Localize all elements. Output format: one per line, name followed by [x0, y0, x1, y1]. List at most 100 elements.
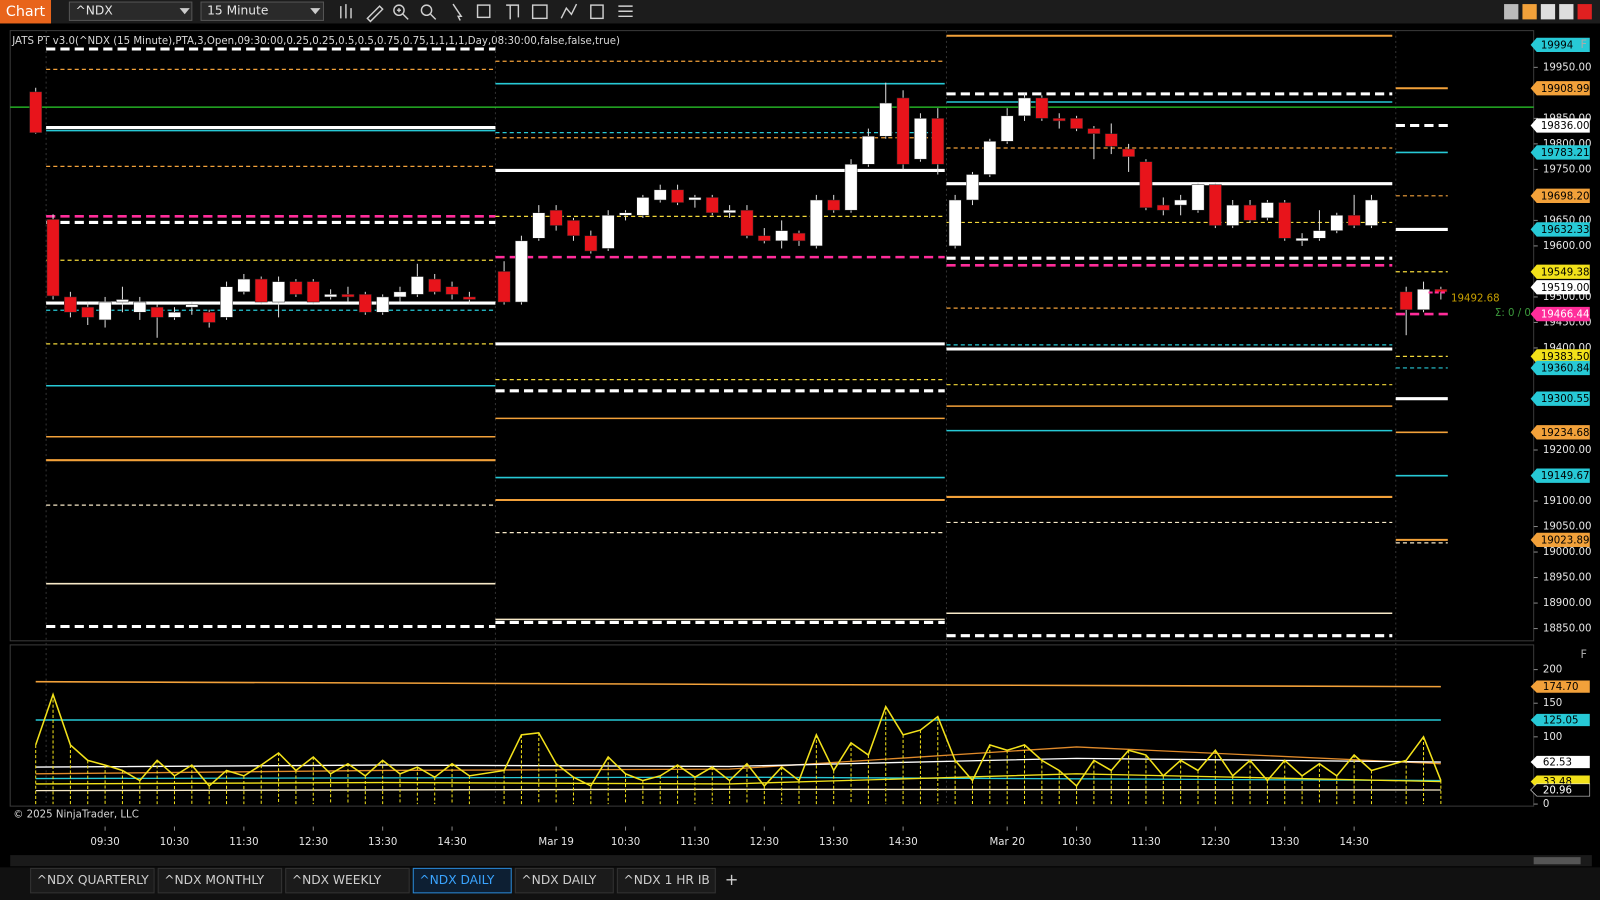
chart-tab[interactable] [0, 0, 52, 24]
scrollbar[interactable] [10, 855, 1592, 867]
candle-body [220, 286, 233, 318]
candle-body [133, 301, 147, 313]
candle-body [653, 189, 667, 201]
tab[interactable] [157, 867, 283, 894]
candle-body [515, 240, 528, 303]
x-tick-label: 12:30 [750, 837, 779, 848]
add-tab[interactable]: + [725, 870, 739, 889]
window-buttons[interactable] [1504, 4, 1592, 20]
candle-body [1156, 204, 1170, 211]
value-tag [1530, 783, 1591, 797]
indicator-line [35, 746, 1441, 775]
candle-body [1313, 230, 1326, 239]
candle-body [549, 209, 563, 226]
candle-body [289, 281, 303, 295]
candle-body [1261, 202, 1274, 219]
scroll-thumb[interactable] [1533, 857, 1581, 865]
tab[interactable] [412, 867, 512, 894]
candle-body [584, 235, 598, 252]
candle-body [862, 135, 875, 165]
candle-body [914, 118, 927, 160]
candle-body [202, 311, 216, 323]
candle-body [567, 220, 580, 236]
interval-label: 15 Minute [207, 4, 268, 18]
price-tag-label: 19383.50 [1541, 352, 1590, 363]
panel-button[interactable]: F [1580, 648, 1586, 661]
candle-body [376, 296, 390, 313]
indicator-line [35, 788, 1441, 792]
value-tag-label: 125.05 [1543, 716, 1579, 727]
price-tag [1530, 349, 1590, 364]
value-tag-label: 33.48 [1543, 777, 1572, 788]
y-tick-label: 18850.00 [1543, 624, 1592, 635]
tab[interactable] [616, 867, 716, 894]
indicator-line [35, 680, 1441, 688]
indicator-title: JATS PT v3.0(^NDX (15 Minute),PTA,3,Open… [11, 36, 620, 47]
candle-body [896, 97, 910, 165]
price-tag [1530, 532, 1590, 547]
chart-tab-label: Chart [6, 4, 46, 20]
y-tick-label: 19000.00 [1543, 547, 1592, 558]
panel-button[interactable]: F [1580, 38, 1586, 51]
y-tick-label: 19200.00 [1543, 445, 1592, 456]
candle-body [827, 199, 841, 211]
y-tick-label: 19650.00 [1543, 215, 1592, 226]
x-tick-label: 13:30 [368, 837, 397, 848]
symbol-select[interactable] [68, 1, 193, 21]
x-tick-label: 13:30 [1270, 837, 1299, 848]
indicator-line [35, 757, 1441, 768]
candle-body [1035, 97, 1049, 119]
y-tick-label: 19450.00 [1543, 317, 1592, 328]
tab-label: ^NDX QUARTERLY [37, 873, 150, 887]
candle-body [809, 199, 823, 247]
price-tag-label: 19466.44 [1541, 310, 1590, 321]
price-tag [1530, 81, 1590, 96]
y-tick-label: 19750.00 [1543, 164, 1592, 175]
candle-body [116, 299, 129, 303]
x-tick-label: 14:30 [1339, 837, 1368, 848]
tab[interactable] [30, 867, 155, 894]
price-tag [1530, 145, 1590, 160]
candle-body [168, 311, 181, 318]
candle-body [81, 306, 95, 318]
y-tick-label: 19950.00 [1543, 62, 1592, 73]
x-tick-label: 09:30 [90, 837, 119, 848]
candle-body [1018, 97, 1031, 117]
y-tick-label: 19800.00 [1543, 139, 1592, 150]
candle-body [1226, 204, 1240, 226]
price-tag-label: 19234.68 [1541, 428, 1590, 439]
candle-body [688, 197, 702, 201]
candle-body [341, 294, 355, 298]
y-tick-label: 18950.00 [1543, 573, 1592, 584]
candle-body [410, 276, 424, 295]
interval-select[interactable] [200, 1, 324, 21]
x-tick-label: 10:30 [160, 837, 189, 848]
price-panel [9, 30, 1535, 642]
dropdown-arrow [179, 8, 190, 15]
x-tick-label: 12:30 [1201, 837, 1230, 848]
candle-body [1122, 148, 1135, 157]
candle-body [983, 141, 997, 175]
price-tag-label: 19836.00 [1541, 121, 1590, 132]
price-tag-label: 19360.84 [1541, 363, 1590, 374]
candle-body [98, 301, 112, 321]
candle-body [740, 209, 754, 236]
price-tag [1530, 468, 1590, 483]
value-tag-label: 174.70 [1543, 682, 1579, 693]
tab-label: ^NDX WEEKLY [292, 873, 382, 887]
candle-body [601, 215, 615, 249]
toolbar-icons[interactable] [340, 3, 633, 23]
tab-label: ^NDX DAILY [521, 873, 596, 887]
value-tag [1530, 755, 1590, 769]
price-tag-label: 19783.21 [1541, 148, 1590, 159]
x-tick-label: 11:30 [680, 837, 709, 848]
candle-body [428, 278, 442, 293]
candle-body [272, 281, 285, 303]
value-tag [1530, 713, 1590, 727]
value-tag [1530, 680, 1590, 693]
tab[interactable] [514, 867, 614, 894]
tab[interactable] [285, 867, 410, 894]
